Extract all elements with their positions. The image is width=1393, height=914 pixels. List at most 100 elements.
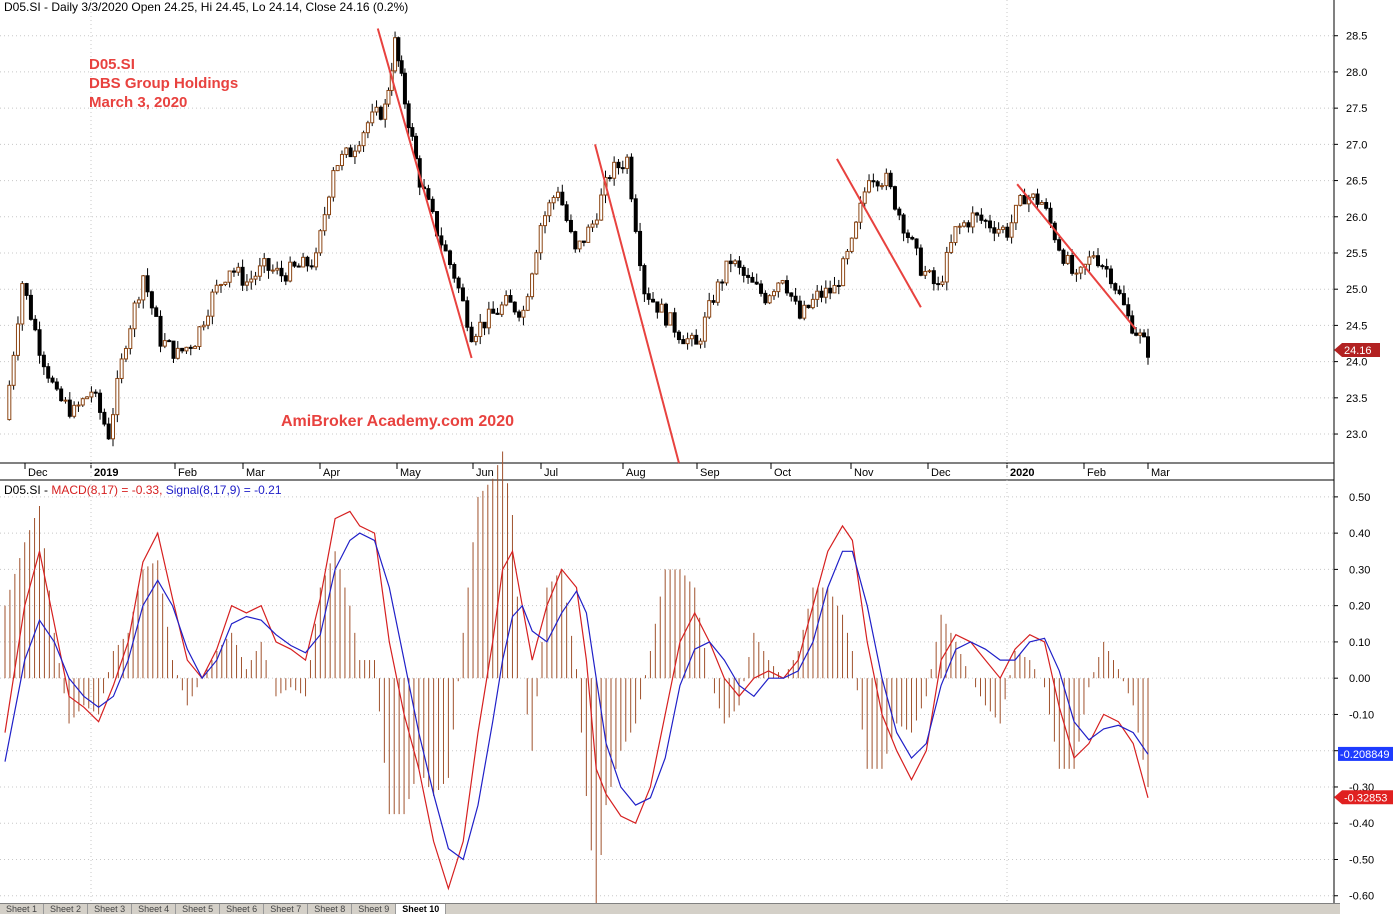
candle-body [543,215,548,227]
price-y-tick-label: 28.0 [1346,67,1367,79]
candle-body [759,283,764,294]
candle-body [223,281,228,285]
candle-body [577,240,582,250]
candle-body [348,147,353,158]
candle-body [823,287,828,298]
candle-body [1113,283,1118,291]
candle-body [1018,195,1023,206]
price-y-tick-label: 27.5 [1346,103,1367,115]
candle-body [560,191,565,206]
candle-body [737,260,742,268]
sheet-tab[interactable]: Sheet 4 [132,904,177,914]
candle-body [724,260,729,284]
candle-body [430,198,435,213]
candle-body [875,181,880,187]
candle-body [15,323,20,356]
candle-body [244,281,249,286]
candle-body [988,220,993,229]
candle-body [517,311,522,318]
candle-body [1100,265,1105,268]
candle-body [983,219,988,222]
candle-body [20,283,25,325]
candle-body [1039,202,1044,205]
candle-body [949,242,954,253]
candle-body [335,165,340,172]
signal-value-label: -0.208849 [1340,749,1390,761]
macd-value-marker [1334,790,1393,805]
candle-body [1048,207,1053,224]
candle-body [322,214,327,232]
candle-body [689,334,694,340]
candle-body [1078,266,1083,274]
signal-line [4,532,1149,861]
macd-y-tick-label: 0.50 [1349,492,1370,504]
candle-body [399,60,404,74]
candle-body [655,301,660,313]
price-y-tick-label: 27.0 [1346,139,1367,151]
candle-body [668,312,673,326]
x-axis-tick-label: Mar [1151,467,1170,479]
candle-body [962,222,967,227]
candle-body [456,277,461,289]
price-y-tick-label: 25.5 [1346,248,1367,260]
candle-body [106,423,111,440]
candle-body [871,180,876,183]
sheet-tab[interactable]: Sheet 9 [352,904,397,914]
candle-body [305,256,310,267]
candle-body [936,283,941,286]
candle-body [76,404,81,407]
candle-body [378,106,383,120]
macd-y-tick-label: 0.10 [1349,637,1370,649]
candle-body [253,275,258,280]
candle-body [80,398,85,406]
annotation-symbol: D05.SI [89,56,135,73]
candle-body [67,399,72,417]
sheet-tab[interactable]: Sheet 5 [176,904,221,914]
candle-body [702,316,707,342]
candle-body [555,191,560,198]
candle-body [672,312,677,333]
candle-body [370,111,375,124]
price-y-tick-label: 26.0 [1346,212,1367,224]
candle-body [499,304,504,315]
candle-body [547,202,552,217]
candle-body [841,258,846,287]
sheet-tab-active[interactable]: Sheet 10 [396,904,447,914]
price-y-tick-label: 23.0 [1346,429,1367,441]
candle-body [102,411,107,425]
sheet-tab[interactable]: Sheet 3 [88,904,133,914]
candle-body [11,354,16,386]
candle-body [154,307,159,317]
candle-body [1074,272,1079,275]
candle-body [249,278,254,283]
candle-body [171,340,176,359]
candle-body [167,340,172,343]
candle-body [676,331,681,341]
x-axis-tick-label: Aug [626,467,646,479]
candle-body [996,228,1001,234]
candle-body [414,135,419,160]
candle-body [227,270,232,283]
candle-body [184,346,189,352]
candle-body [862,191,867,204]
candle-body [918,247,923,276]
candle-body [145,275,150,293]
sheet-tab[interactable]: Sheet 6 [220,904,265,914]
candle-body [33,318,38,331]
candle-body [141,275,146,301]
sheet-tab[interactable]: Sheet 8 [308,904,353,914]
sheet-tab[interactable]: Sheet 2 [44,904,89,914]
candle-body [426,188,431,200]
sheet-tab[interactable]: Sheet 7 [264,904,309,914]
sheet-tab[interactable]: Sheet 1 [0,904,45,914]
candle-body [940,281,945,285]
candle-body [849,237,854,252]
candle-body [581,240,586,243]
candle-body [828,287,833,294]
candle-body [711,300,716,303]
candle-body [361,132,366,147]
candle-body [197,326,202,347]
sheet-tab-bar[interactable]: Sheet 1 Sheet 2 Sheet 3 Sheet 4 Sheet 5 Sheet… [0,903,1340,914]
macd-header-prefix: D05.SI - [4,483,52,497]
candle-body [1022,195,1027,205]
